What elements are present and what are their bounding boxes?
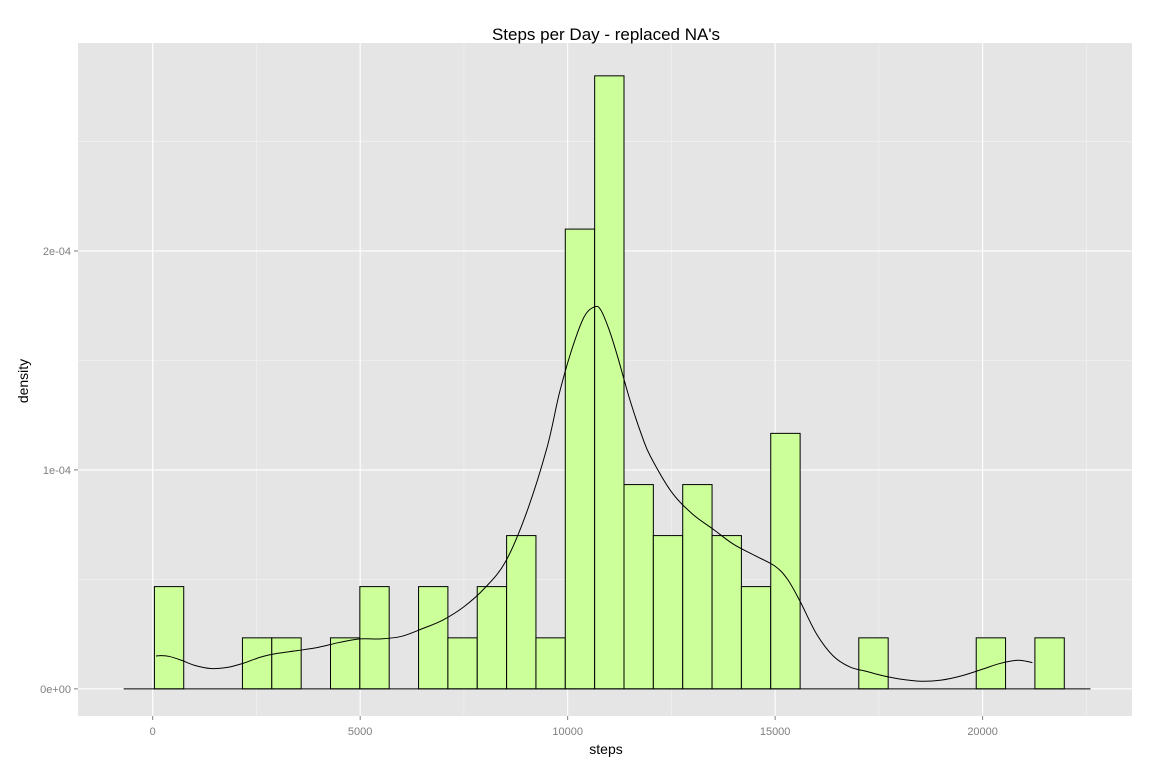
- histogram-bar: [682, 484, 713, 690]
- histogram-bar: [623, 484, 654, 690]
- x-tick-label: 20000: [967, 726, 998, 738]
- x-axis-label: steps: [589, 741, 622, 757]
- y-tick-label: 0e+00: [40, 684, 71, 696]
- histogram-bar: [564, 228, 596, 690]
- histogram-bars: [153, 75, 1065, 690]
- y-tick-label: 1e-04: [43, 465, 71, 477]
- y-axis-label: density: [15, 359, 31, 403]
- x-tick-label: 10000: [552, 726, 583, 738]
- histogram-bar: [241, 637, 273, 690]
- histogram-bar: [535, 637, 566, 690]
- chart-title: Steps per Day - replaced NA's: [492, 25, 720, 44]
- histogram-bar: [770, 432, 801, 690]
- histogram-bar: [740, 586, 772, 690]
- histogram-bar: [711, 535, 742, 690]
- x-tick-label: 0: [150, 726, 156, 738]
- y-axis-ticks: 0e+00 1e-04 2e-04: [40, 246, 78, 696]
- density-curve: [155, 305, 1033, 682]
- x-axis-ticks: 0 5000 10000 15000 20000: [150, 716, 998, 738]
- histogram-bar: [418, 586, 449, 690]
- histogram-bar: [330, 637, 361, 690]
- histogram-bar: [1034, 637, 1065, 690]
- y-tick-label: 2e-04: [43, 246, 71, 258]
- histogram-bar: [506, 535, 537, 690]
- histogram-bar: [153, 586, 185, 690]
- histogram-bar: [858, 637, 889, 690]
- histogram-bar: [476, 586, 508, 690]
- x-tick-label: 5000: [348, 726, 372, 738]
- histogram-bar: [594, 75, 625, 690]
- histogram-bar: [652, 535, 684, 690]
- histogram-bar: [359, 586, 390, 690]
- x-tick-label: 15000: [760, 726, 791, 738]
- histogram-bar: [447, 637, 478, 690]
- histogram-bar: [271, 637, 302, 690]
